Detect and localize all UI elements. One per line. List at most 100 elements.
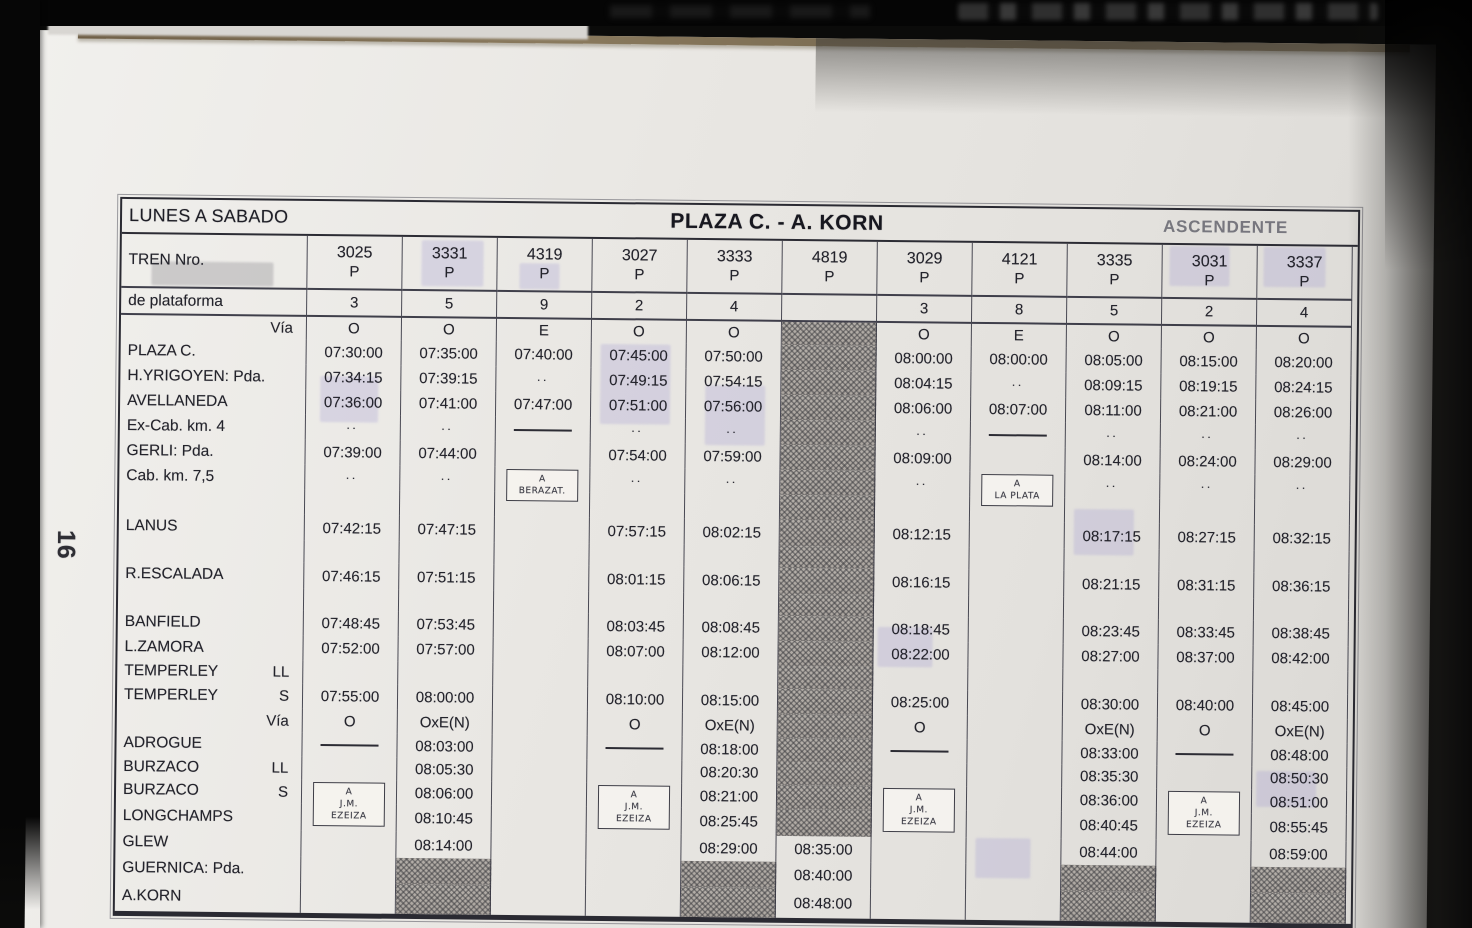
scan-top-band [0,0,1472,26]
empty-cell [304,540,400,564]
station-label: ADROGUE [116,730,303,757]
platform-number: 3 [307,289,403,318]
no-service-hatch [776,808,872,837]
via-code: OxE(N) [397,709,493,735]
empty-cell [492,734,588,760]
time-cell: 08:00:00 [876,345,972,372]
empty-cell [1156,865,1252,893]
no-service-hatch [780,444,876,471]
empty-cell [589,492,686,519]
timetable-grid: TREN Nro. 3025 P 3331 P 4319 P 3027 P 3333 P 4819 P 3… [114,233,1358,924]
time-cell: 08:27:00 [1063,643,1159,670]
station-label: A.KORN [114,880,302,913]
time-cell: 08:44:00 [1061,838,1157,866]
time-cell: 08:33:45 [1158,619,1254,646]
empty-cell [302,756,398,781]
empty-cell [967,715,1063,741]
empty-cell [301,856,397,884]
station-label: GLEW [115,828,302,857]
empty-cell [1064,497,1161,524]
empty-cell [1063,668,1159,693]
ditto-mark: ·· [971,371,1067,398]
time-cell: 07:30:00 [306,339,402,366]
no-service-hatch [1061,864,1157,892]
empty-cell [1156,839,1252,867]
empty-cell [684,544,780,568]
time-cell: 08:21:00 [681,783,778,809]
train-header: 4319 P [497,237,593,293]
ditto-mark: ·· [590,417,686,444]
empty-cell [494,516,590,544]
ditto-mark: ·· [1255,474,1351,501]
time-cell: 08:15:00 [682,687,779,714]
time-cell: 08:40:00 [1157,692,1254,719]
empty-cell [965,889,1062,921]
empty-cell [968,642,1064,669]
time-cell: 07:47:15 [399,515,495,543]
time-cell: 08:36:15 [1254,572,1350,600]
via-code: E [971,323,1067,348]
empty-cell [300,882,397,914]
empty-cell [968,617,1064,644]
time-cell: 07:55:00 [302,683,399,710]
empty-cell [1063,596,1160,620]
empty-cell [493,612,589,639]
time-cell: 07:45:00 [591,342,687,369]
destination-note: A BERAZAT. [495,466,591,503]
empty-cell [967,739,1063,765]
time-cell: 08:02:15 [684,518,780,546]
via-code: O [591,319,687,344]
empty-cell [969,547,1065,571]
no-service-hatch [780,469,876,496]
empty-cell [970,446,1066,473]
ditto-mark: ·· [590,467,686,494]
ditto-mark: ·· [400,465,496,492]
no-service-hatch [781,344,877,371]
station-label: R.ESCALADA [118,560,305,589]
ditto-mark: ·· [1065,472,1161,499]
no-service-hatch [777,688,874,715]
no-service-hatch [779,567,875,595]
no-service-hatch [777,713,873,739]
platform-number: 8 [971,296,1068,325]
train-header: 4121 P [972,242,1068,298]
empty-cell [493,637,589,664]
time-cell: 08:25:45 [681,807,777,836]
empty-cell [874,495,971,522]
empty-cell [586,833,682,861]
via-code: E [496,318,592,343]
train-header: 3335 P [1067,243,1163,299]
time-cell: 07:53:45 [398,611,494,638]
empty-cell [586,859,682,887]
no-service-hatch [778,615,874,642]
empty-cell [490,884,587,916]
scan-left-band [0,0,40,928]
via-code: O [872,714,968,740]
time-cell: 08:14:00 [1065,447,1161,474]
destination-note: A J.M. EZEIZA [301,779,398,828]
ghost-print [958,3,1378,20]
station-label: Cab. km. 7,5 [119,462,306,490]
time-cell: 08:30:00 [1062,691,1159,718]
time-cell: 08:01:15 [589,565,685,593]
time-cell: 08:20:00 [1256,349,1352,376]
via-code: O [876,322,972,347]
empty-cell [585,885,682,917]
ditto-mark: ·· [1255,424,1351,451]
ditto-mark: ·· [305,414,401,441]
ditto-mark: ·· [685,418,781,445]
time-cell: 08:22:00 [873,641,969,668]
time-cell: 07:39:15 [401,365,497,392]
station-label: AVELLANEDA [119,387,307,415]
empty-cell [492,758,588,783]
via-code: O [1066,324,1162,349]
no-service-hatch [776,784,873,810]
via-code: O [302,708,398,734]
empty-cell [1253,598,1350,622]
time-cell: 08:59:00 [1251,840,1347,868]
empty-cell [491,781,588,807]
stop-type-tag: LL [272,663,290,681]
no-stop-dash [1157,741,1253,767]
time-cell: 08:42:00 [1253,645,1349,672]
time-cell: 08:12:15 [874,520,970,548]
